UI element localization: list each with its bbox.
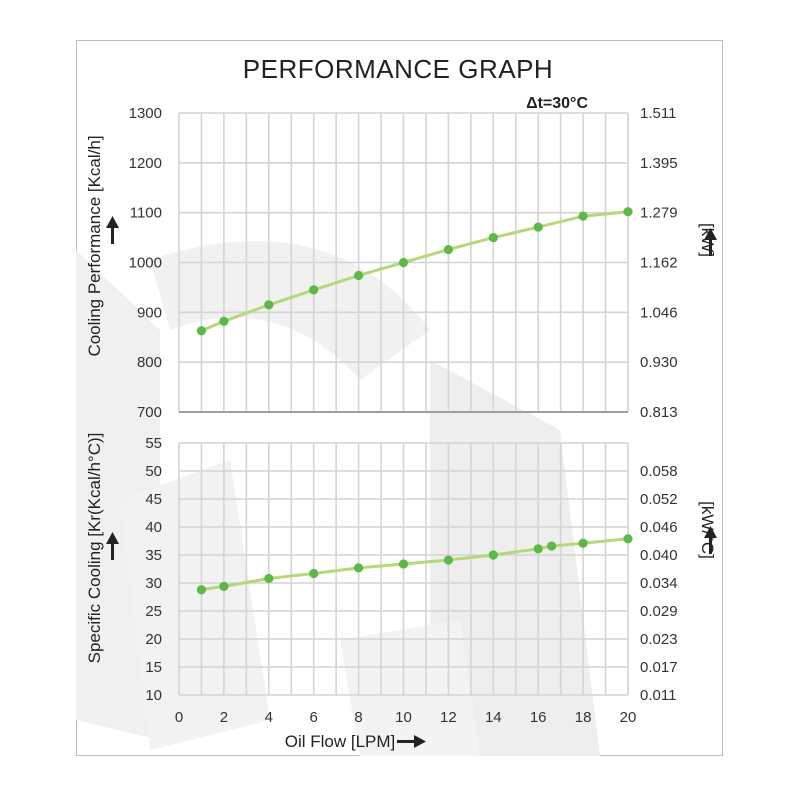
arrow-up-icon-lower-left <box>106 532 119 560</box>
y-tick-label-lower: 50 <box>145 463 162 480</box>
y-tick-label-lower: 55 <box>145 435 162 452</box>
data-point-lower <box>354 563 364 573</box>
data-point-upper <box>219 316 229 326</box>
data-point-lower <box>623 534 633 544</box>
data-point-lower <box>264 573 274 584</box>
chart-title: PERFORMANCE GRAPH <box>243 54 553 84</box>
y-right-tick-label-upper: 1.511 <box>640 105 676 122</box>
data-point-upper <box>578 211 588 221</box>
y-right-tick-label-lower: 0.029 <box>640 603 678 620</box>
y-tick-label-lower: 35 <box>145 547 162 564</box>
data-point-upper <box>443 244 453 255</box>
y-tick-label-lower: 20 <box>145 631 162 648</box>
x-axis-title: Oil Flow [LPM] <box>285 732 396 751</box>
data-point-upper <box>354 270 364 281</box>
data-point-lower <box>443 555 453 565</box>
y-tick-label-upper: 1300 <box>129 105 162 122</box>
y-right-tick-label-lower: 0.034 <box>640 575 678 592</box>
y-right-tick-label-upper: 1.395 <box>640 155 678 172</box>
x-tick-label: 16 <box>530 709 547 726</box>
y-tick-label-upper: 1200 <box>129 155 162 172</box>
x-tick-label: 2 <box>220 709 228 726</box>
upper-grid <box>178 112 629 413</box>
y-tick-label-upper: 700 <box>137 404 162 421</box>
arrow-up-icon-upper-left <box>106 216 119 244</box>
y-right-tick-label-upper: 0.930 <box>640 354 678 371</box>
data-point-upper <box>196 326 207 336</box>
y-tick-label-lower: 45 <box>145 491 162 508</box>
y-right-tick-label-lower: 0.040 <box>640 547 678 564</box>
y-tick-label-lower: 25 <box>145 603 162 620</box>
x-tick-label: 6 <box>310 709 318 726</box>
y-right-tick-label-upper: 1.162 <box>640 255 678 272</box>
x-tick-label: 18 <box>575 709 592 726</box>
left-axis-title-lower: Specific Cooling [Kr(Kcal/h°C)] <box>85 433 104 664</box>
right-axis-title-lower: [kW/°C] <box>698 501 717 559</box>
y-tick-label-lower: 15 <box>145 659 162 676</box>
data-point-upper <box>398 257 409 268</box>
arrow-up-icon-upper-right <box>704 228 717 256</box>
y-right-tick-label-lower: 0.011 <box>640 687 676 704</box>
data-point-upper <box>488 232 498 243</box>
data-point-upper <box>623 207 633 217</box>
y-tick-label-upper: 1100 <box>130 205 162 222</box>
data-point-lower <box>309 568 319 579</box>
x-tick-label: 0 <box>175 709 183 726</box>
y-right-tick-label-upper: 1.279 <box>640 205 678 222</box>
data-point-lower <box>547 541 557 551</box>
x-tick-label: 10 <box>395 709 412 726</box>
data-point-upper <box>533 222 543 232</box>
series-line-lower <box>201 537 629 592</box>
y-tick-label-lower: 10 <box>145 687 162 704</box>
x-tick-label: 20 <box>620 709 637 726</box>
y-right-tick-label-lower: 0.058 <box>640 463 678 480</box>
data-point-lower <box>488 550 498 560</box>
y-tick-label-upper: 1000 <box>129 255 162 272</box>
data-point-upper <box>309 285 319 295</box>
y-right-tick-label-upper: 0.813 <box>640 404 678 421</box>
y-right-tick-label-lower: 0.017 <box>640 659 678 676</box>
data-point-lower <box>219 581 229 591</box>
tick-labels: 700 800 900 1000 1100 1200 1300 0.813 0.930 1.046… <box>129 105 678 726</box>
arrow-up-icon-lower-right <box>704 526 717 554</box>
delta-t-annotation: Δt=30°C <box>526 95 588 112</box>
data-point-lower <box>578 538 588 548</box>
arrow-right-icon <box>397 735 426 748</box>
y-tick-label-lower: 30 <box>145 575 162 592</box>
data-point-upper <box>264 300 274 310</box>
x-tick-label: 4 <box>265 709 273 726</box>
y-right-tick-label-lower: 0.052 <box>640 491 678 508</box>
x-tick-label: 12 <box>440 709 457 726</box>
y-right-tick-label-lower: 0.046 <box>640 519 678 536</box>
left-axis-title-upper: Cooling Performance [Kcal/h] <box>85 135 104 356</box>
y-tick-label-upper: 900 <box>137 304 162 321</box>
x-tick-label: 14 <box>485 709 502 726</box>
lower-grid <box>178 442 629 696</box>
series-layer <box>196 207 633 595</box>
y-tick-label-lower: 40 <box>145 519 162 536</box>
x-tick-label: 8 <box>354 709 362 726</box>
data-point-lower <box>533 544 543 554</box>
y-tick-label-upper: 800 <box>137 354 162 371</box>
y-right-tick-label-upper: 1.046 <box>640 304 678 321</box>
data-point-lower <box>398 559 409 569</box>
data-point-lower <box>196 585 207 595</box>
y-right-tick-label-lower: 0.023 <box>640 631 678 648</box>
